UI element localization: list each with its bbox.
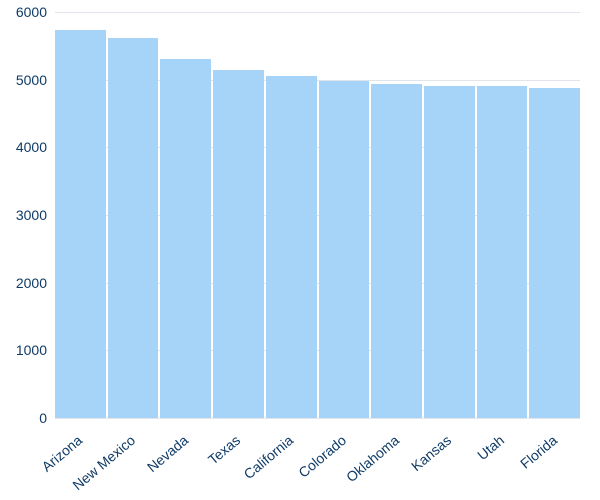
x-tick-label: Nevada xyxy=(144,432,191,475)
x-tick-label: Florida xyxy=(517,432,560,472)
x-tick-label: Kansas xyxy=(408,432,454,474)
x-tick-label: Colorado xyxy=(295,432,349,481)
bar xyxy=(529,88,580,418)
bar xyxy=(266,76,317,418)
bar xyxy=(55,30,106,418)
bar xyxy=(108,38,159,418)
x-tick-label: Texas xyxy=(205,432,243,468)
bar xyxy=(213,70,264,418)
gridline xyxy=(55,418,580,419)
x-tick-label: Arizona xyxy=(39,432,86,475)
plot-area: 0100020003000400050006000ArizonaNew Mexi… xyxy=(55,12,580,418)
x-tick-label: Utah xyxy=(474,432,507,463)
bar xyxy=(160,59,211,418)
y-tick-label: 1000 xyxy=(16,342,55,358)
bar-chart: 0100020003000400050006000ArizonaNew Mexi… xyxy=(0,0,600,500)
y-tick-label: 5000 xyxy=(16,72,55,88)
bars xyxy=(55,12,580,418)
x-tick-label: Oklahoma xyxy=(343,432,402,485)
y-tick-label: 6000 xyxy=(16,4,55,20)
y-tick-label: 4000 xyxy=(16,139,55,155)
bar xyxy=(371,84,422,418)
x-tick-label: California xyxy=(241,432,297,482)
bar xyxy=(424,86,475,418)
y-tick-label: 3000 xyxy=(16,207,55,223)
y-tick-label: 0 xyxy=(39,410,55,426)
y-tick-label: 2000 xyxy=(16,275,55,291)
bar xyxy=(477,86,528,418)
bar xyxy=(319,81,370,418)
